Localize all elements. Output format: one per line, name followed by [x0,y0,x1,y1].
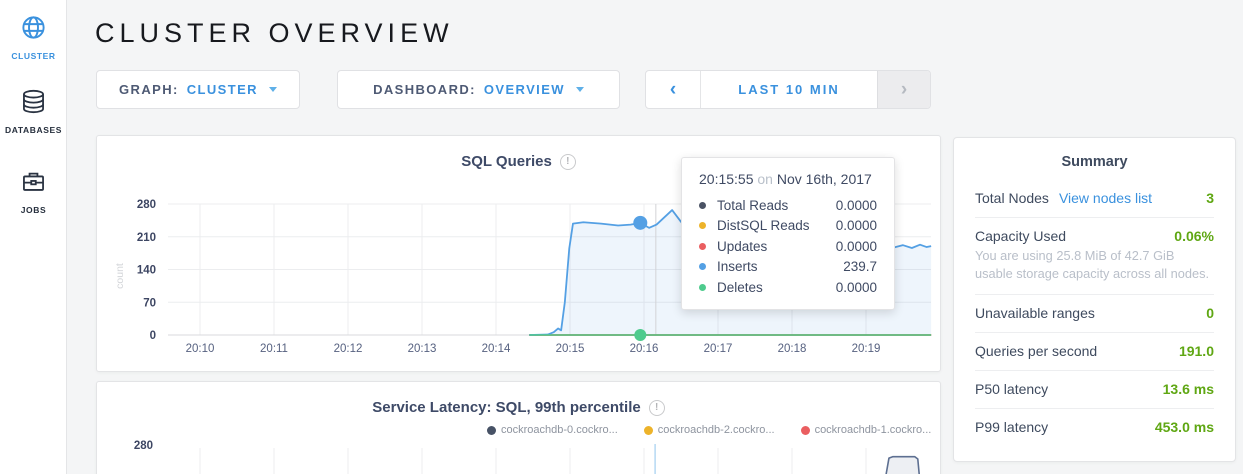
graph-dropdown-value: CLUSTER [186,82,258,97]
sidebar: CLUSTER DATABASES JOBS [0,0,67,474]
summary-value: 0.06% [1174,228,1214,244]
svg-text:70: 70 [143,297,156,309]
time-window-selector: ‹ LAST 10 MIN › [645,70,931,109]
chart-title: SQL Queries [461,153,552,170]
sidebar-item-cluster[interactable]: CLUSTER [0,14,67,61]
tooltip-row: Updates 0.0000 [699,236,877,257]
summary-row-total-nodes: Total Nodes View nodes list 3 [975,180,1214,218]
tooltip-timestamp: 20:15:55 on Nov 16th, 2017 [699,171,872,187]
graph-dropdown-label: GRAPH: [119,82,179,97]
tooltip-row: Inserts 239.7 [699,257,877,278]
service-latency-chart-card: 280 Service Latency: SQL, 99th percentil… [96,381,941,474]
series-dot [643,425,653,435]
svg-text:280: 280 [137,199,156,211]
svg-text:20:17: 20:17 [704,343,733,355]
dashboard-dropdown[interactable]: DASHBOARD: OVERVIEW [337,70,620,109]
series-dot [487,425,496,435]
svg-text:20:19: 20:19 [852,343,881,355]
summary-row-p99-latency: P99 latency 453.0 ms [975,419,1214,436]
summary-row-unavailable-ranges: Unavailable ranges 0 [975,295,1214,334]
dashboard-dropdown-value: OVERVIEW [483,82,565,97]
svg-text:20:15: 20:15 [556,343,585,355]
summary-title: Summary [1061,154,1128,170]
sidebar-item-label: CLUSTER [11,51,56,61]
tooltip-row: DistSQL Reads 0.0000 [699,216,877,237]
svg-text:20:13: 20:13 [408,343,437,355]
chevron-left-icon: ‹ [669,78,677,100]
svg-text:20:14: 20:14 [482,343,511,355]
svg-text:20:18: 20:18 [778,343,807,355]
legend-item: cockroachdb-2.cockro... [643,424,775,436]
database-icon [20,88,47,115]
summary-row-p50-latency: P50 latency 13.6 ms [975,371,1214,410]
series-dot [699,263,706,271]
tooltip-row: Deletes 0.0000 [699,277,877,298]
summary-value: 453.0 ms [1154,419,1214,436]
info-icon[interactable]: ! [559,153,576,170]
dashboard-dropdown-label: DASHBOARD: [373,82,476,97]
summary-row-capacity-used: Capacity Used 0.06% You are using 25.8 M… [975,218,1214,296]
legend-item: cockroachdb-1.cockro... [800,424,931,436]
chart-legend: cockroachdb-0.cockro... cockroachdb-2.co… [487,424,931,436]
globe-icon [20,14,47,41]
time-prev-button[interactable]: ‹ [646,71,701,108]
sidebar-item-label: DATABASES [4,125,63,135]
svg-text:20:11: 20:11 [260,343,288,355]
summary-panel: Summary Total Nodes View nodes list 3 Ca… [953,137,1236,462]
chart-title: Service Latency: SQL, 99th percentile [372,399,641,416]
chart-hover-tooltip: 20:15:55 on Nov 16th, 2017 Total Reads 0… [681,157,895,310]
svg-text:0: 0 [150,330,156,342]
briefcase-icon [20,168,47,195]
sidebar-item-jobs[interactable]: JOBS [0,168,67,215]
summary-row-queries-per-second: Queries per second 191.0 [975,333,1214,372]
series-dot [699,283,706,291]
series-dot [699,222,706,230]
svg-text:20:12: 20:12 [334,343,363,355]
time-window-label[interactable]: LAST 10 MIN [738,82,840,97]
chevron-down-icon [575,87,584,92]
capacity-used-description: You are using 25.8 MiB of 42.7 GiB usabl… [975,248,1210,282]
svg-text:20:10: 20:10 [186,343,215,355]
series-dot [800,425,810,435]
sidebar-item-databases[interactable]: DATABASES [0,88,67,135]
series-dot [699,242,706,250]
info-icon[interactable]: ! [648,399,665,416]
svg-text:210: 210 [137,232,156,244]
summary-value: 0 [1206,305,1214,322]
page-title: CLUSTER OVERVIEW [95,18,454,48]
series-dot [699,201,706,209]
tooltip-row: Total Reads 0.0000 [699,195,877,216]
time-next-button[interactable]: › [877,71,930,108]
service-latency-chart-canvas[interactable]: 280 [97,382,942,474]
summary-value: 13.6 ms [1162,381,1214,398]
sidebar-item-label: JOBS [20,205,47,215]
svg-text:140: 140 [137,265,156,277]
legend-item: cockroachdb-0.cockro... [487,424,618,436]
summary-value: 3 [1206,190,1214,206]
chevron-right-icon: › [900,78,908,100]
svg-text:280: 280 [134,440,153,452]
chevron-down-icon [268,87,277,92]
svg-text:20:16: 20:16 [630,343,659,355]
svg-text:count: count [114,263,126,289]
view-nodes-list-link[interactable]: View nodes list [1058,190,1153,206]
summary-value: 191.0 [1178,343,1214,360]
graph-dropdown[interactable]: GRAPH: CLUSTER [96,70,300,109]
